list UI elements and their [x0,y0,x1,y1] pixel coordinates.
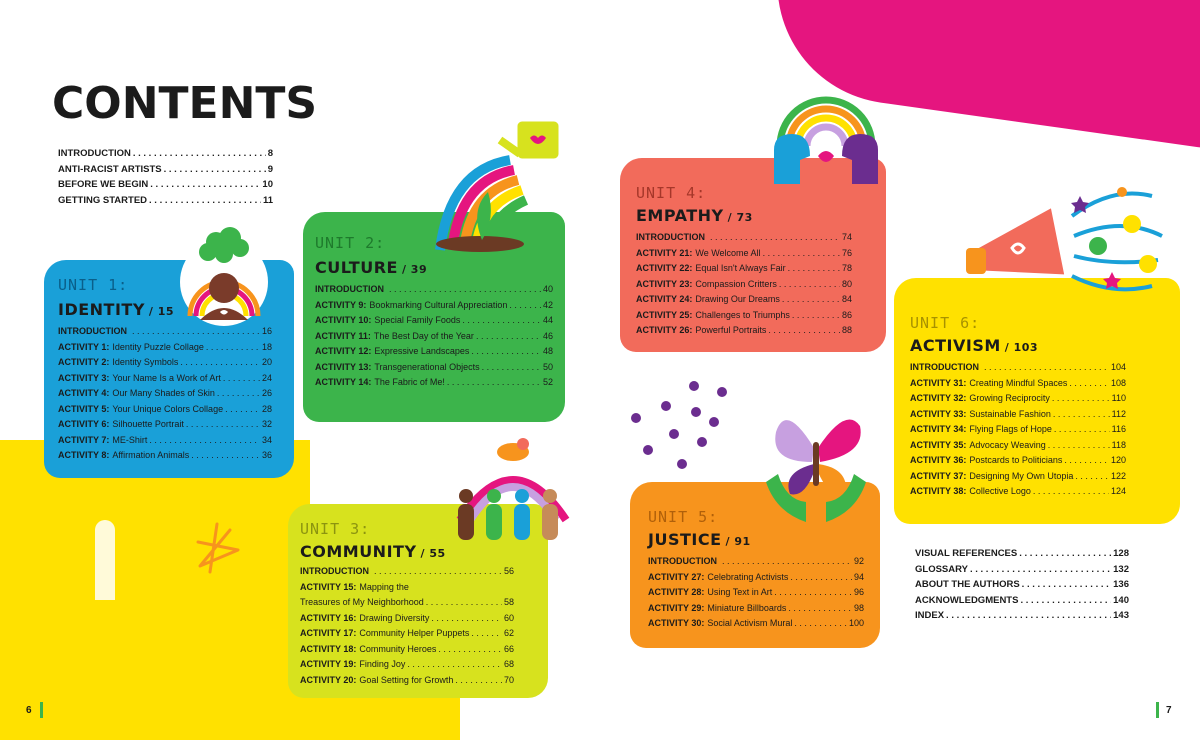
toc-entry[interactable]: ACTIVITY 4:Our Many Shades of Skin26 [58,386,272,402]
toc-entry[interactable]: INTRODUCTION16 [58,324,272,340]
unit-name: JUSTICE/ 91 [648,530,751,549]
toc-entry[interactable]: ACTIVITY 33:Sustainable Fashion112 [910,407,1126,423]
toc-entry[interactable]: ACTIVITY 5:Your Unique Colors Collage28 [58,402,272,418]
page-number: 6 [26,705,32,716]
left-page: CONTENTS INTRODUCTION8 ANTI-RACIST ARTIS… [0,0,600,740]
toc-entry[interactable]: ANTI-RACIST ARTISTS9 [58,162,273,178]
megaphone-sticker-icon [966,187,1163,292]
toc-entry[interactable]: INTRODUCTION104 [910,360,1126,376]
butterfly-hands-sticker-icon [766,419,866,522]
toc-entry[interactable]: ACTIVITY 7:ME-Shirt34 [58,433,272,449]
toc-entry[interactable]: ACTIVITY 6:Silhouette Portrait32 [58,417,272,433]
page-number: 7 [1166,705,1172,716]
toc-entry[interactable]: ACTIVITY 25:Challenges to Triumphs86 [636,308,852,324]
toc-entry[interactable]: ACTIVITY 2:Identity Symbols20 [58,355,272,371]
toc-entry[interactable]: ACTIVITY 35:Advocacy Weaving118 [910,438,1126,454]
toc-entry[interactable]: BEFORE WE BEGIN10 [58,177,273,193]
toc-entry[interactable]: ACTIVITY 27:Celebrating Activists94 [648,570,864,586]
unit-label: UNIT 1: [58,276,129,294]
unit-4-empathy-card: UNIT 4: EMPATHY/ 73 INTRODUCTION74 ACTIV… [620,158,886,352]
toc-entry[interactable]: ACTIVITY 15: Mapping the [300,581,409,592]
unit-4-activity-list: INTRODUCTION74 ACTIVITY 21:We Welcome Al… [636,230,852,339]
unit-name: COMMUNITY/ 55 [300,542,446,561]
toc-entry[interactable]: ACTIVITY 29:Miniature Billboards98 [648,601,864,617]
toc-entry[interactable]: ACTIVITY 16:Drawing Diversity60 [300,611,514,627]
unit-name: CULTURE/ 39 [315,258,428,277]
toc-entry[interactable]: ACTIVITY 18:Community Heroes66 [300,642,514,658]
toc-entry[interactable]: ACTIVITY 3:Your Name Is a Work of Art24 [58,371,272,387]
toc-entry[interactable]: ACTIVITY 20:Goal Setting for Growth70 [300,673,514,689]
unit-3-activity-list: INTRODUCTION56 ACTIVITY 15:Mapping the T… [300,564,514,688]
toc-entry[interactable]: GLOSSARY132 [915,562,1129,578]
identity-portrait-sticker-icon [180,227,268,326]
unit-label: UNIT 3: [300,520,371,538]
toc-entry[interactable]: ACTIVITY 23:Compassion Critters80 [636,277,852,293]
toc-entry[interactable]: INTRODUCTION92 [648,554,864,570]
toc-entry[interactable]: INTRODUCTION74 [636,230,852,246]
unit-2-culture-card: UNIT 2: CULTURE/ 39 INTRODUCTION40 ACTIV… [303,212,565,422]
unit-5-justice-card: UNIT 5: JUSTICE/ 91 INTRODUCTION92 ACTIV… [630,482,880,648]
page-number-bar [1156,702,1159,718]
page-title: CONTENTS [52,78,318,129]
community-people-sticker-icon [456,438,570,540]
toc-entry[interactable]: GETTING STARTED11 [58,193,273,209]
toc-entry[interactable]: INDEX143 [915,608,1129,624]
toc-entry[interactable]: ACTIVITY 21:We Welcome All76 [636,246,852,262]
toc-entry[interactable]: ACTIVITY 26:Powerful Portraits88 [636,323,852,339]
toc-entry[interactable]: VISUAL REFERENCES128 [915,546,1129,562]
toc-entry[interactable]: ACTIVITY 32:Growing Reciprocity110 [910,391,1126,407]
toc-entry[interactable]: ACTIVITY 14:The Fabric of Me!52 [315,375,553,391]
toc-entry[interactable]: ACTIVITY 8:Affirmation Animals36 [58,448,272,464]
toc-entry[interactable]: ACTIVITY 31:Creating Mindful Spaces108 [910,376,1126,392]
toc-entry[interactable]: ACTIVITY 12:Expressive Landscapes48 [315,344,553,360]
purple-dots-icon [631,381,727,469]
watering-can-rainbow-sticker-icon [435,118,562,252]
toc-entry[interactable]: ACTIVITY 9: Bookmarking Cultural Apprecia… [315,298,553,314]
toc-entry[interactable]: ACTIVITY 36:Postcards to Politicians120 [910,453,1126,469]
toc-entry[interactable]: ACTIVITY 10:Special Family Foods44 [315,313,553,329]
front-matter-list: INTRODUCTION8 ANTI-RACIST ARTISTS9 BEFOR… [58,146,273,208]
toc-entry[interactable]: INTRODUCTION56 [300,564,514,580]
toc-entry[interactable]: ACTIVITY 38:Collective Logo124 [910,484,1126,500]
unit-1-activity-list: INTRODUCTION16 ACTIVITY 1:Identity Puzzl… [58,324,272,464]
unit-2-activity-list: INTRODUCTION40 ACTIVITY 9:Bookmarking Cu… [315,282,553,391]
toc-entry[interactable]: ABOUT THE AUTHORS136 [915,577,1129,593]
unit-label: UNIT 5: [648,508,719,526]
toc-entry[interactable]: ACTIVITY 1:Identity Puzzle Collage18 [58,340,272,356]
back-matter-list: VISUAL REFERENCES128 GLOSSARY132 ABOUT T… [915,546,1129,624]
page-number-bar [40,702,43,718]
unit-name: ACTIVISM/ 103 [910,336,1039,355]
unit-name: IDENTITY/ 15 [58,300,175,319]
toc-entry[interactable]: ACTIVITY 17:Community Helper Puppets62 [300,626,514,642]
toc-entry[interactable]: ACTIVITY 19:Finding Joy68 [300,657,514,673]
star-doodle-icon [196,522,240,574]
unit-name: EMPATHY/ 73 [636,206,753,225]
toc-entry-continued[interactable]: Treasures of My Neighborhood58 [300,595,514,611]
toc-entry[interactable]: ACTIVITY 11:The Best Day of the Year46 [315,329,553,345]
unit-6-activity-list: INTRODUCTION104 ACTIVITY 31:Creating Min… [910,360,1126,500]
toc-entry[interactable]: ACTIVITY 30:Social Activism Mural100 [648,616,864,632]
rainbow-faces-sticker-icon [774,96,878,184]
toc-entry[interactable]: ACTIVITY 28:Using Text in Art96 [648,585,864,601]
toc-entry[interactable]: ACKNOWLEDGMENTS140 [915,593,1129,609]
unit-label: UNIT 2: [315,234,386,252]
unit-5-activity-list: INTRODUCTION92 ACTIVITY 27:Celebrating A… [648,554,864,632]
toc-entry[interactable]: ACTIVITY 37:Designing My Own Utopia122 [910,469,1126,485]
toc-entry[interactable]: ACTIVITY 22:Equal Isn't Always Fair78 [636,261,852,277]
toc-entry[interactable]: ACTIVITY 24:Drawing Our Dreams84 [636,292,852,308]
unit-label: UNIT 6: [910,314,981,332]
toc-entry[interactable]: INTRODUCTION8 [58,146,273,162]
toc-entry[interactable]: INTRODUCTION40 [315,282,553,298]
unit-6-activism-card: UNIT 6: ACTIVISM/ 103 INTRODUCTION104 AC… [894,278,1180,524]
unit-3-community-card: UNIT 3: COMMUNITY/ 55 INTRODUCTION56 ACT… [288,504,548,698]
toc-entry[interactable]: ACTIVITY 13:Transgenerational Objects50 [315,360,553,376]
right-page: UNIT 4: EMPATHY/ 73 INTRODUCTION74 ACTIV… [600,0,1200,740]
unit-label: UNIT 4: [636,184,707,202]
toc-entry[interactable]: ACTIVITY 34:Flying Flags of Hope116 [910,422,1126,438]
